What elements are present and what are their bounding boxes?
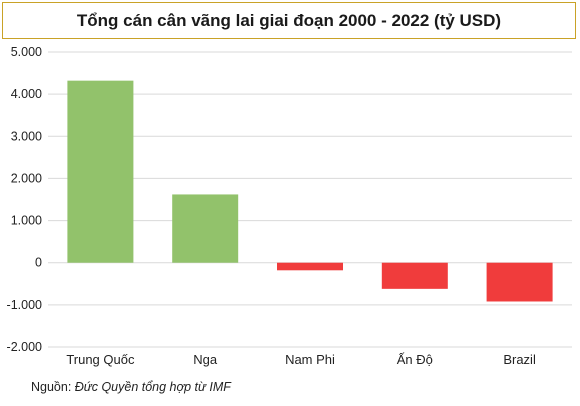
- bar: [277, 262, 343, 271]
- y-tick-label: 0: [35, 256, 42, 270]
- x-tick-label: Nga: [193, 352, 218, 367]
- x-tick-label: Ấn Độ: [397, 352, 433, 367]
- chart-title: Tổng cán cân vãng lai giai đoạn 2000 - 2…: [76, 10, 502, 30]
- y-tick-label: 2.000: [11, 171, 42, 185]
- x-tick-label: Brazil: [503, 352, 536, 367]
- bar: [172, 194, 239, 263]
- bar: [381, 262, 448, 289]
- source-prefix: Nguồn:: [31, 380, 75, 394]
- y-tick-label: 1.000: [11, 214, 42, 228]
- bar: [67, 80, 134, 263]
- source-note: Nguồn: Đức Quyền tổng hợp từ IMF: [31, 380, 231, 394]
- y-tick-label: 4.000: [11, 87, 42, 101]
- y-tick-label: -2.000: [7, 340, 42, 354]
- y-tick-label: 5.000: [11, 45, 42, 59]
- chart-title-box: Tổng cán cân vãng lai giai đoạn 2000 - 2…: [2, 2, 576, 39]
- y-tick-label: 3.000: [11, 129, 42, 143]
- source-text: Đức Quyền tổng hợp từ IMF: [74, 380, 231, 394]
- bar: [486, 262, 553, 302]
- x-tick-label: Nam Phi: [285, 352, 335, 367]
- x-tick-label: Trung Quốc: [66, 352, 135, 367]
- y-tick-label: -1.000: [7, 298, 42, 312]
